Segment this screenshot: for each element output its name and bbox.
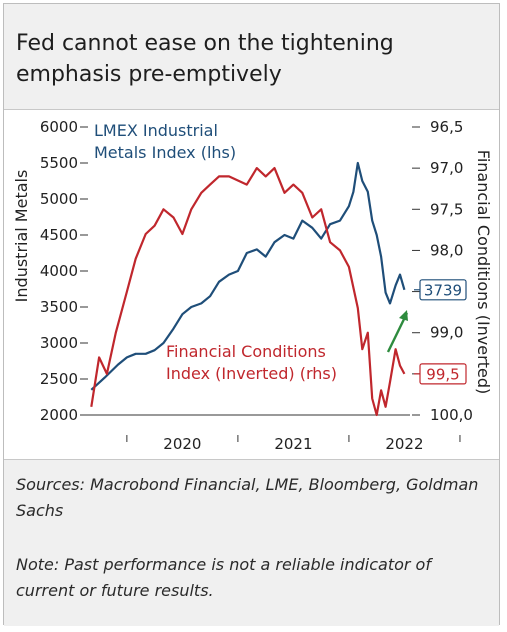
right-tick-label: 97,0 — [430, 159, 463, 177]
disclaimer-note: Note: Past performance is not a reliable… — [16, 555, 431, 600]
x-tick-label: 2022 — [385, 435, 423, 453]
financial-conditions-series-label: Financial Conditions Index (Inverted) (rh… — [166, 342, 337, 383]
sources-text: Sources: Macrobond Financial, LME, Bloom… — [16, 475, 479, 520]
trend-arrow-head — [399, 310, 408, 321]
left-tick-label: 5500 — [40, 154, 78, 172]
financial-conditions-series-label-line: Index (Inverted) (rhs) — [166, 364, 337, 383]
chart: 6000 5500 5000 4500 4000 3500 3000 2500 2000 96,… — [12, 118, 493, 453]
financial-conditions-end-badge — [419, 363, 467, 385]
annotations: LMEX Industrial Metals Index (lhs) 3739 Fin… — [94, 121, 467, 385]
lmex-series-label: LMEX Industrial Metals Index (lhs) — [94, 121, 236, 162]
title-bar: Fed cannot ease on the tightening emphas… — [4, 4, 499, 110]
financial-conditions-series-label-line: Financial Conditions — [166, 342, 326, 361]
lmex-series-label-line: Metals Index (lhs) — [94, 143, 236, 162]
left-tick-label: 4500 — [40, 226, 78, 244]
financial-conditions-series-line — [90, 167, 406, 417]
x-tick-label: 2021 — [274, 435, 312, 453]
lmex-series-label-line: LMEX Industrial — [94, 121, 218, 140]
lmex-end-value-label: 3739 — [424, 281, 462, 299]
footer: Sources: Macrobond Financial, LME, Bloom… — [4, 459, 499, 626]
right-tick-label: 100,0 — [430, 406, 473, 424]
left-tick-label: 6000 — [40, 118, 78, 136]
right-axis-title: Financial Conditions (Inverted) — [474, 150, 493, 394]
lmex-end-badge — [419, 279, 467, 301]
left-tick-label: 2500 — [40, 370, 78, 388]
financial-conditions-end-value-label: 99,5 — [426, 365, 459, 383]
left-tick-label: 3000 — [40, 334, 78, 352]
left-tick-label: 4000 — [40, 262, 78, 280]
series-layer — [90, 161, 406, 417]
x-axis: 2020 2021 2022 — [126, 435, 461, 453]
left-axis: 6000 5500 5000 4500 4000 3500 3000 2500 2000 — [40, 118, 88, 424]
lmex-series-line — [90, 161, 406, 391]
chart-card: Fed cannot ease on the tightening emphas… — [3, 3, 500, 626]
right-tick-label: 97,5 — [430, 200, 463, 218]
right-tick-label: 98,0 — [430, 241, 463, 259]
left-tick-label: 5000 — [40, 190, 78, 208]
left-tick-label: 2000 — [40, 406, 78, 424]
x-tick-label: 2020 — [163, 435, 201, 453]
left-axis-title: Industrial Metals — [12, 170, 31, 303]
right-tick-label: 99,0 — [430, 324, 463, 342]
right-tick-label: 96,5 — [430, 118, 463, 136]
chart-title: Fed cannot ease on the tightening emphas… — [16, 31, 394, 87]
left-tick-label: 3500 — [40, 298, 78, 316]
